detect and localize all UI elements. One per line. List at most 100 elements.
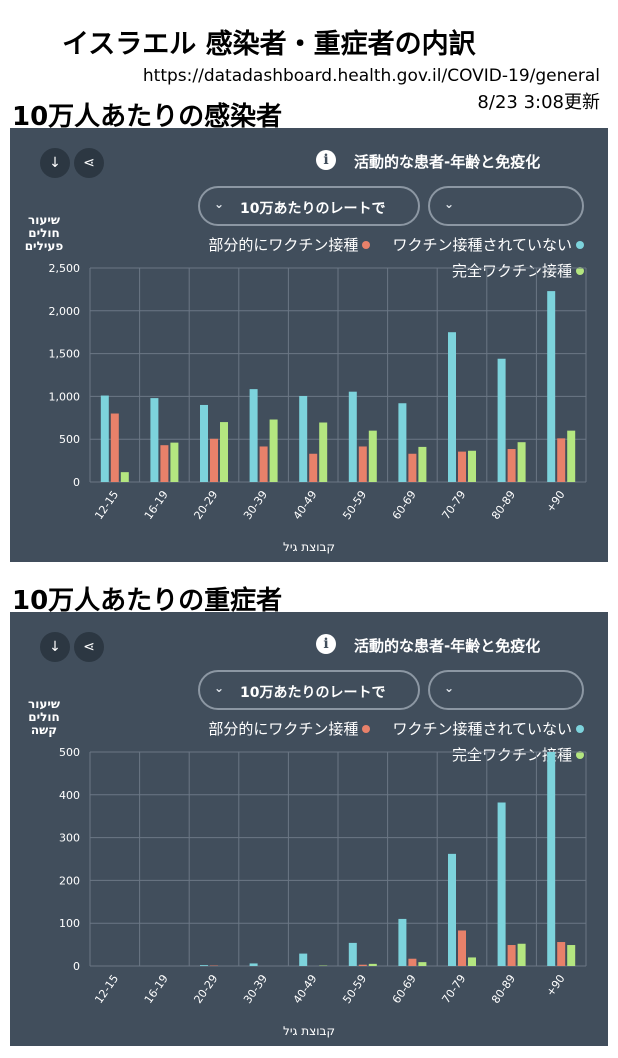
- x-tick-label: 30-39: [241, 488, 270, 522]
- x-tick-label: 16-19: [142, 488, 171, 522]
- download-icon: ↓: [49, 155, 61, 171]
- x-tick-label: 80-89: [489, 488, 518, 522]
- bar-partial-+90: [557, 942, 566, 966]
- bar-partial-80-89: [507, 449, 516, 482]
- y-tick-label: 500: [59, 746, 80, 759]
- bar-full-70-79: [468, 957, 476, 966]
- filter-dropdown[interactable]: ⌄: [428, 186, 584, 226]
- x-tick-label: 40-49: [291, 972, 320, 1006]
- legend-dot-unvaccinated: [576, 724, 584, 733]
- download-button[interactable]: ↓: [40, 148, 70, 178]
- bar-partial-20-29: [210, 438, 218, 482]
- rate-dropdown[interactable]: ⌄ 10万あたりのレートで: [198, 186, 420, 226]
- bar-partial-60-69: [408, 453, 417, 482]
- x-tick-label: +90: [544, 972, 568, 998]
- x-tick-label: 30-39: [241, 972, 270, 1006]
- legend-unvaccinated[interactable]: ワクチン接種されていない: [392, 718, 584, 739]
- bar-partial-16-19: [160, 445, 169, 482]
- source-url: https://datadashboard.health.gov.il/COVI…: [142, 66, 600, 86]
- legend-full[interactable]: 完全ワクチン接種: [452, 744, 584, 765]
- bar-unvaccinated-60-69: [398, 403, 407, 482]
- legend-dot-partial: [362, 724, 371, 733]
- legend-dot-partial: [362, 240, 371, 249]
- y-tick-label: 500: [59, 433, 80, 446]
- legend-row-2: 完全ワクチン接種: [430, 744, 584, 765]
- y-tick-label: 200: [59, 874, 80, 887]
- bar-full-70-79: [468, 450, 476, 482]
- bar-full-50-59: [368, 963, 377, 966]
- y-tick-label: 2,000: [49, 305, 81, 318]
- legend-partial[interactable]: 部分的にワクチン接種: [208, 718, 371, 739]
- panel-title: 活動的な患者-年齢と免疫化: [354, 637, 541, 655]
- bar-unvaccinated-20-29: [200, 404, 208, 482]
- info-icon[interactable]: i: [316, 634, 336, 654]
- x-axis-title: קבוצת גיל: [283, 540, 335, 554]
- download-button[interactable]: ↓: [40, 632, 70, 662]
- bar-partial-50-59: [358, 446, 367, 482]
- chart-panel-severe: ↓ ⋖ i 活動的な患者-年齢と免疫化 ⌄ 10万あたりのレートで ⌄ 部分的に…: [10, 612, 608, 1046]
- bar-unvaccinated-80-89: [497, 802, 506, 966]
- bar-partial-60-69: [408, 958, 417, 966]
- chevron-down-icon: ⌄: [214, 681, 225, 695]
- x-tick-label: 12-15: [92, 488, 121, 522]
- x-tick-label: +90: [544, 488, 568, 514]
- legend-full[interactable]: 完全ワクチン接種: [452, 260, 584, 281]
- y-axis-title: שיעור חולים פעילים: [24, 213, 64, 253]
- bar-chart-infected: 0 500 1,000 1,500 2,000 2,500 12-15 16-19 20-29 3…: [49, 262, 587, 522]
- y-tick-label: 0: [73, 476, 80, 489]
- y-tick-label: 100: [59, 917, 80, 930]
- share-button[interactable]: ⋖: [74, 632, 104, 662]
- bar-unvaccinated-40-49: [299, 953, 308, 966]
- bar-unvaccinated-30-39: [249, 963, 258, 966]
- bar-unvaccinated-40-49: [299, 395, 308, 482]
- bar-full-16-19: [170, 442, 179, 482]
- rate-dropdown-label: 10万あたりのレートで: [240, 685, 386, 701]
- legend-row-1: 部分的にワクチン接種 ワクチン接種されていない: [186, 234, 584, 255]
- bar-full-12-15: [120, 472, 129, 482]
- info-icon[interactable]: i: [316, 150, 336, 170]
- y-tick-label: 0: [73, 960, 80, 973]
- legend-partial[interactable]: 部分的にワクチン接種: [208, 234, 371, 255]
- share-button[interactable]: ⋖: [74, 148, 104, 178]
- bar-unvaccinated-16-19: [150, 398, 159, 482]
- x-tick-label: 70-79: [439, 972, 468, 1006]
- y-axis-title: שיעור חולים קשה: [28, 697, 60, 737]
- bar-partial-70-79: [458, 451, 466, 482]
- bar-unvaccinated-+90: [547, 752, 556, 966]
- rate-dropdown-label: 10万あたりのレートで: [240, 201, 386, 217]
- legend-unvaccinated[interactable]: ワクチン接種されていない: [392, 234, 584, 255]
- share-icon: ⋖: [83, 639, 95, 655]
- filter-dropdown[interactable]: ⌄: [428, 670, 584, 710]
- bar-chart-severe: 0 100 200 300 400 500 12-15 16-19 20-29 30-39 40-4…: [59, 746, 587, 1006]
- x-tick-label: 60-69: [390, 972, 419, 1006]
- y-tick-label: 300: [59, 832, 80, 845]
- x-tick-label: 12-15: [92, 972, 121, 1006]
- download-icon: ↓: [49, 639, 61, 655]
- x-tick-label: 50-59: [340, 972, 369, 1006]
- page-title: イスラエル 感染者・重症者の内訳: [62, 29, 476, 60]
- rate-dropdown[interactable]: ⌄ 10万あたりのレートで: [198, 670, 420, 710]
- bar-full-50-59: [368, 430, 377, 482]
- bar-partial-12-15: [110, 413, 119, 482]
- legend-row-2: 完全ワクチン接種: [430, 260, 584, 281]
- x-tick-label: 20-29: [191, 488, 220, 522]
- legend-row-1: 部分的にワクチン接種 ワクチン接種されていない: [186, 718, 584, 739]
- bar-partial-80-89: [507, 945, 516, 966]
- x-tick-label: 50-59: [340, 488, 369, 522]
- chevron-down-icon: ⌄: [444, 197, 455, 211]
- chevron-down-icon: ⌄: [214, 197, 225, 211]
- chart-panel-infected: ↓ ⋖ i 活動的な患者-年齢と免疫化 ⌄ 10万あたりのレートで ⌄ 部分的に…: [10, 128, 608, 562]
- bar-full-30-39: [269, 419, 278, 482]
- bar-partial-70-79: [458, 930, 466, 966]
- y-tick-label: 1,000: [49, 390, 81, 403]
- y-tick-label: 1,500: [49, 348, 81, 361]
- updated-timestamp: 8/23 3:08更新: [477, 92, 600, 113]
- bar-unvaccinated-60-69: [398, 918, 407, 966]
- legend-dot-full: [576, 750, 584, 759]
- section-title-infected: 10万人あたりの感染者: [12, 102, 283, 132]
- y-tick-label: 400: [59, 789, 80, 802]
- bar-unvaccinated-50-59: [348, 942, 357, 966]
- legend-dot-unvaccinated: [576, 240, 584, 249]
- bar-partial-+90: [557, 438, 566, 482]
- x-axis-title: קבוצת גיל: [283, 1024, 335, 1038]
